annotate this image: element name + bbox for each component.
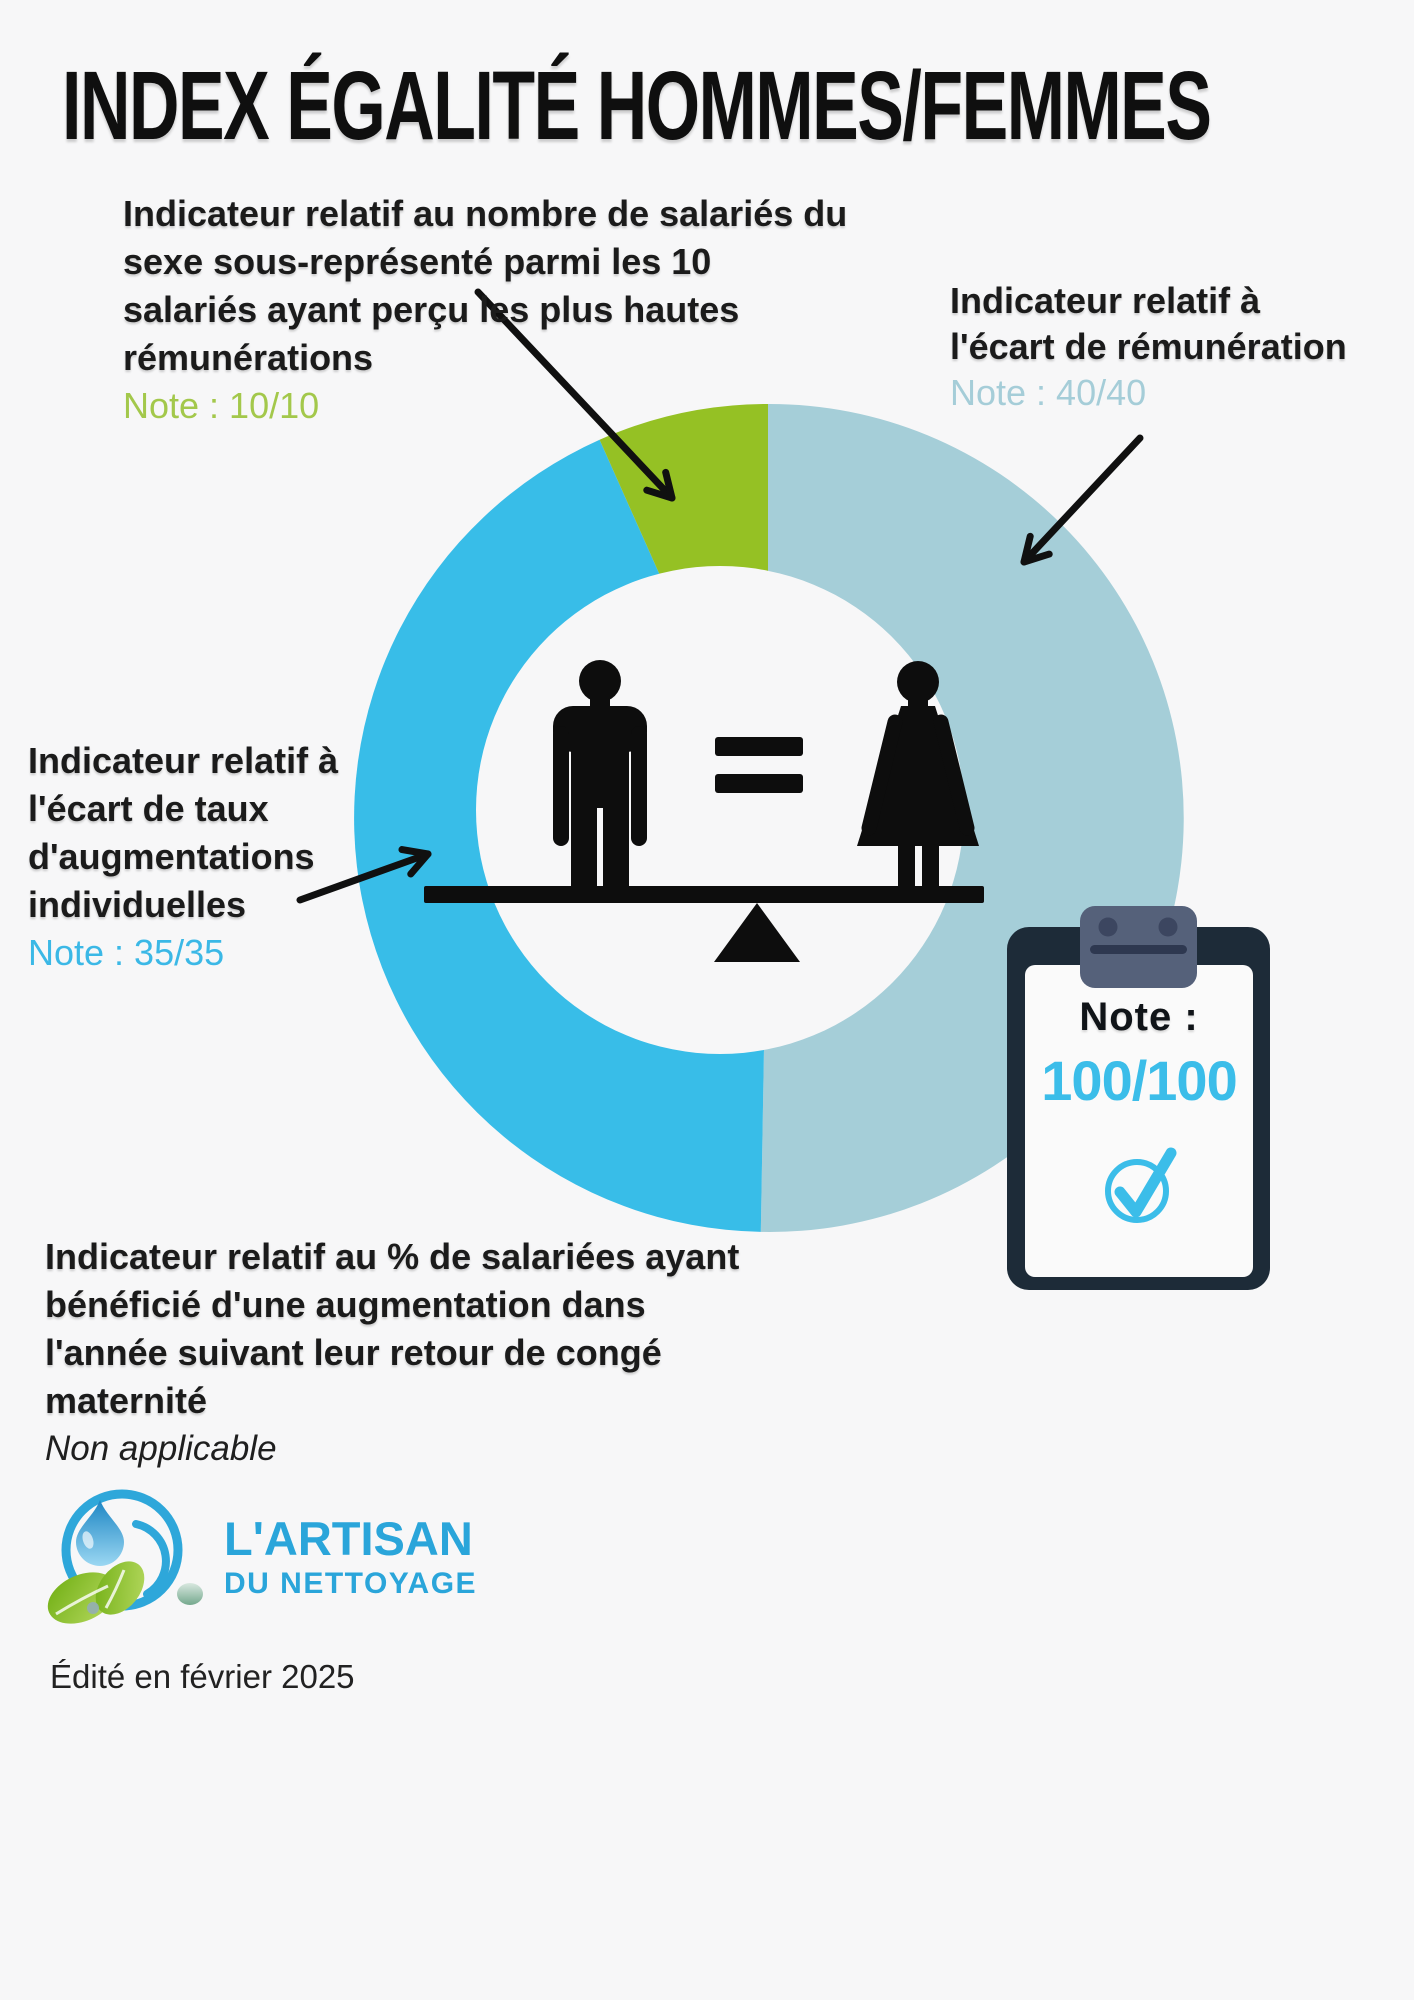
indicator-line: Indicateur relatif au nombre de salariés… [123,193,848,234]
equals-icon [715,737,803,793]
indicator-line: individuelles [28,884,247,925]
edition-date: Édité en février 2025 [50,1658,355,1695]
small-drop-icon [87,1602,99,1614]
indicator-line: maternité [45,1380,208,1421]
note-value: Non applicable [45,1429,277,1468]
water-drop-icon [76,1500,124,1566]
indicator-line: l'année suivant leur retour de congé [45,1332,662,1373]
checkmark-icon [1105,1147,1177,1223]
indicator-line: l'écart de taux [28,788,269,829]
indicator-line: Indicateur relatif à [950,280,1261,321]
note-value: Note : 40/40 [950,372,1147,413]
company-logo-text: L'ARTISAN DU NETTOYAGE [224,1515,477,1599]
leaf-icon [47,1561,145,1624]
indicator-remuneration-gap: Indicateur relatif à l'écart de rémunéra… [950,278,1347,416]
balance-icon [424,886,984,962]
indicator-line: salariés ayant perçu les plus hautes [123,289,740,330]
clipboard-score: Note : 100/100 [1025,995,1253,1113]
clipboard-icon [1007,906,1270,1290]
pebble-drop-icon [177,1583,203,1605]
score-value: 100/100 [1041,1049,1237,1112]
logo-line-2: DU NETTOYAGE [224,1567,478,1600]
indicator-line: l'écart de rémunération [950,326,1347,367]
indicator-raise-rate-gap: Indicateur relatif à l'écart de taux d'a… [28,737,338,977]
woman-icon [857,661,979,888]
indicator-line: Indicateur relatif au % de salariées aya… [45,1236,740,1277]
arrow-icon-top-left [474,288,676,502]
indicator-line: rémunérations [123,337,374,378]
note-value: Note : 10/10 [123,385,320,426]
swirl-icon [132,1520,170,1598]
indicator-top-salaries: Indicateur relatif au nombre de salariés… [123,190,847,430]
man-icon [553,660,647,888]
page-title: INDEX ÉGALITÉ HOMMES/FEMMES [62,51,1212,160]
company-logo-graphic [47,1489,203,1624]
arrow-icon-left [296,846,432,904]
logo-line-1: L'ARTISAN [224,1512,473,1565]
arrow-icon-top-right [1020,434,1144,566]
indicator-maternity-raise: Indicateur relatif au % de salariées aya… [45,1233,739,1473]
score-label: Note : [1079,995,1199,1039]
indicator-line: Indicateur relatif à [28,740,339,781]
indicator-line: sexe sous-représenté parmi les 10 [123,241,712,282]
note-value: Note : 35/35 [28,932,225,973]
indicator-line: bénéficié d'une augmentation dans [45,1284,646,1325]
indicator-line: d'augmentations [28,836,315,877]
